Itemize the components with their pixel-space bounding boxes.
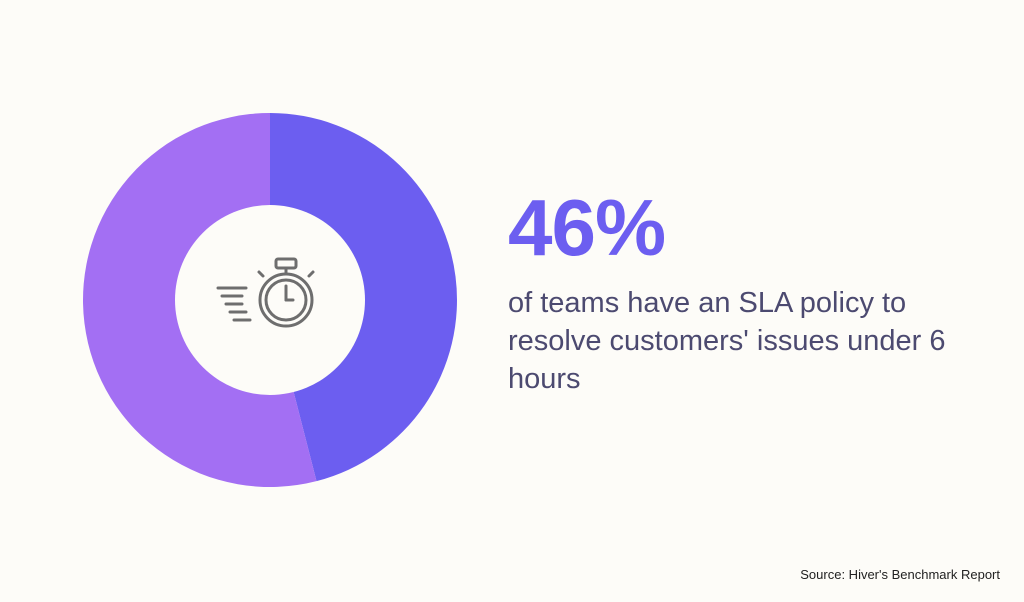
headline-percentage: 46%: [508, 183, 666, 272]
source-note: Source: Hiver's Benchmark Report: [800, 567, 1000, 582]
stopwatch-icon: [216, 257, 315, 328]
donut-hole: [175, 205, 365, 395]
headline-description: of teams have an SLA policy to resolve c…: [508, 287, 946, 395]
